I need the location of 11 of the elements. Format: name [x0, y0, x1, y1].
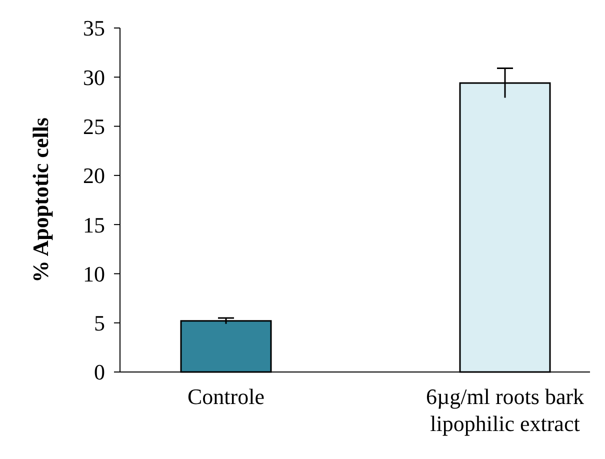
y-tick-label: 25 [83, 114, 105, 139]
y-tick-label: 5 [94, 310, 105, 336]
y-tick-label: 35 [83, 16, 105, 41]
y-tick-label: 30 [83, 64, 105, 90]
y-axis-title: % Apoptotic cells [28, 117, 53, 282]
y-tick-label: 0 [94, 360, 105, 385]
x-tick-label: 6µg/ml roots bark lipophilic extract [426, 384, 584, 436]
y-tick-label: 20 [83, 163, 105, 188]
y-tick-label: 10 [83, 261, 105, 286]
x-tick-label: Controle [188, 384, 264, 409]
y-tick-label: 15 [83, 212, 105, 238]
